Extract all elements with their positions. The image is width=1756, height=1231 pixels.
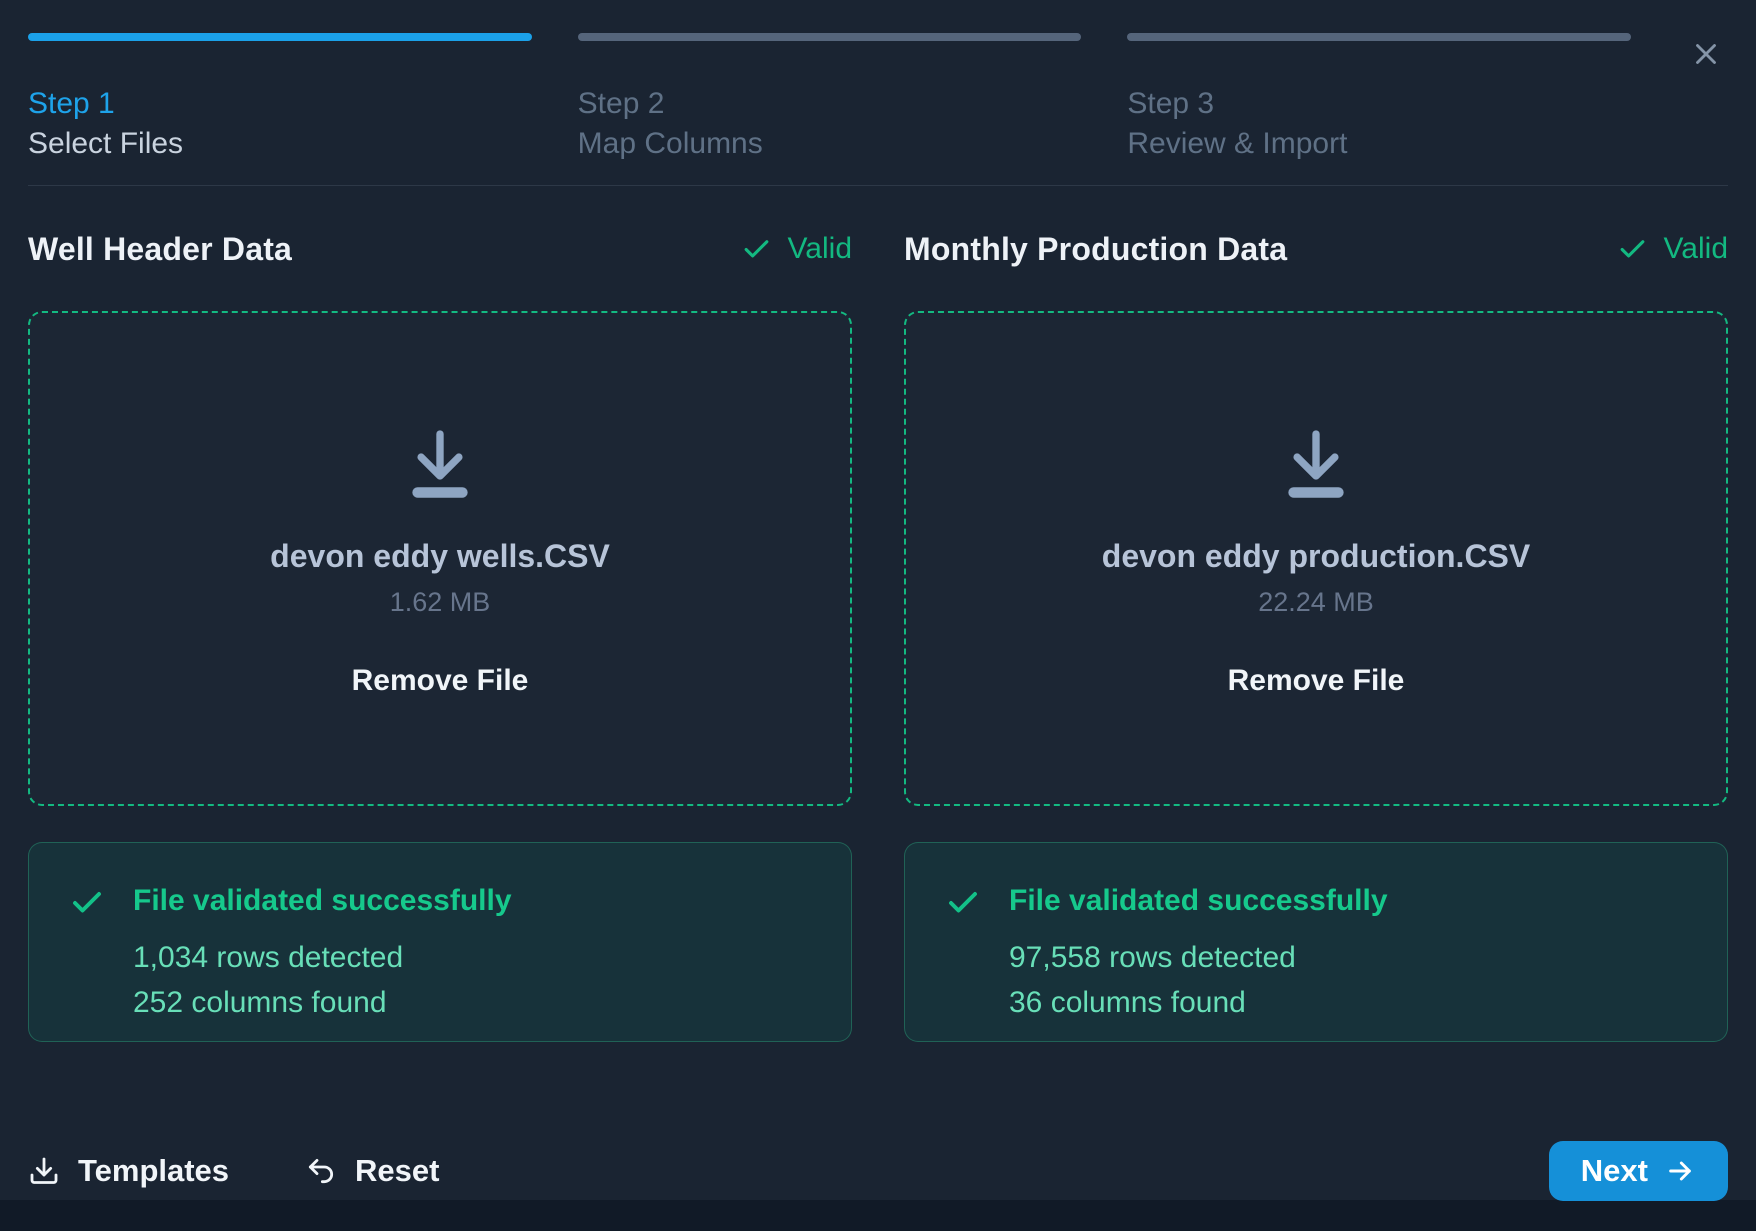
- step-1-select-files[interactable]: Step 1 Select Files: [28, 33, 532, 165]
- columns-found: 36 columns found: [1009, 986, 1246, 1019]
- step-2-map-columns[interactable]: Step 2 Map Columns: [577, 33, 1082, 165]
- validation-result: File validated successfully 97,558 rows …: [904, 842, 1728, 1042]
- validation-result: File validated successfully 1,034 rows d…: [28, 842, 852, 1042]
- status-badge: Valid: [1617, 232, 1728, 266]
- step-1-progress-bar: [28, 33, 532, 41]
- step-1-name: Select Files: [28, 127, 184, 160]
- step-2-number: Step 2: [577, 87, 665, 120]
- status-label: Valid: [1663, 232, 1728, 265]
- arrow-right-icon: [1664, 1155, 1696, 1187]
- import-wizard-dialog: Step 1 Select Files Step 2 Map Columns S…: [0, 0, 1756, 1201]
- step-2-name: Map Columns: [577, 127, 763, 160]
- steps-header: Step 1 Select Files Step 2 Map Columns S…: [0, 0, 1756, 186]
- steps-row: Step 1 Select Files Step 2 Map Columns S…: [28, 33, 1728, 165]
- status-label: Valid: [787, 232, 852, 265]
- rows-detected: 97,558 rows detected: [1009, 941, 1296, 974]
- well-header-dropzone[interactable]: devon eddy wells.CSV 1.62 MB Remove File: [28, 311, 852, 806]
- file-name: devon eddy production.CSV: [1101, 537, 1531, 574]
- header-divider: [28, 185, 1728, 186]
- close-icon: [1689, 37, 1723, 71]
- validation-text: File validated successfully 1,034 rows d…: [133, 881, 512, 1025]
- columns-found: 252 columns found: [133, 986, 387, 1019]
- undo-icon: [305, 1155, 337, 1187]
- download-tray-icon: [28, 1155, 60, 1187]
- step-3-review-import[interactable]: Step 3 Review & Import: [1127, 33, 1632, 165]
- download-icon: [1274, 420, 1358, 504]
- step-1-number: Step 1: [28, 87, 115, 120]
- step-3-number: Step 3: [1127, 87, 1215, 120]
- file-size: 1.62 MB: [389, 586, 491, 617]
- monthly-production-dropzone[interactable]: devon eddy production.CSV 22.24 MB Remov…: [904, 311, 1728, 806]
- templates-button[interactable]: Templates: [28, 1153, 229, 1189]
- remove-file-button[interactable]: Remove File: [351, 663, 529, 697]
- templates-label: Templates: [78, 1153, 230, 1188]
- validation-text: File validated successfully 97,558 rows …: [1009, 881, 1388, 1025]
- step-2-progress-bar: [577, 33, 1082, 41]
- file-name: devon eddy wells.CSV: [270, 537, 610, 574]
- validation-message: File validated successfully: [133, 884, 512, 917]
- check-icon: [69, 885, 105, 921]
- check-icon: [1617, 234, 1648, 265]
- check-icon: [945, 885, 981, 921]
- monthly-production-panel: Monthly Production Data Valid devon eddy…: [904, 186, 1728, 1042]
- step-3-name: Review & Import: [1127, 127, 1348, 160]
- reset-button[interactable]: Reset: [305, 1153, 439, 1189]
- close-button[interactable]: [1682, 30, 1730, 78]
- file-panels: Well Header Data Valid devon eddy wells.…: [0, 186, 1756, 1042]
- rows-detected: 1,034 rows detected: [133, 941, 404, 974]
- check-icon: [741, 234, 772, 265]
- file-size: 22.24 MB: [1258, 586, 1374, 617]
- next-button[interactable]: Next: [1548, 1141, 1728, 1201]
- remove-file-button[interactable]: Remove File: [1227, 663, 1405, 697]
- status-badge: Valid: [741, 232, 852, 266]
- well-header-panel: Well Header Data Valid devon eddy wells.…: [28, 186, 852, 1042]
- panel-title: Well Header Data: [28, 230, 293, 267]
- download-icon: [398, 420, 482, 504]
- well-header-panel-head: Well Header Data Valid: [28, 229, 852, 269]
- step-3-progress-bar: [1127, 33, 1632, 41]
- validation-message: File validated successfully: [1009, 884, 1388, 917]
- next-label: Next: [1580, 1153, 1648, 1188]
- footer-toolbar: Templates Reset Next: [0, 1094, 1756, 1209]
- reset-label: Reset: [355, 1153, 440, 1188]
- panel-title: Monthly Production Data: [904, 230, 1288, 267]
- monthly-production-panel-head: Monthly Production Data Valid: [904, 229, 1728, 269]
